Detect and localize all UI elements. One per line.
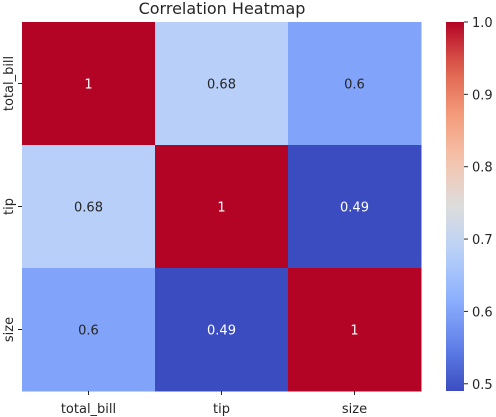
colorbar-scale xyxy=(446,22,464,391)
x-tick-label: tip xyxy=(213,402,230,417)
heatmap-cell xyxy=(155,22,289,146)
heatmap-cells xyxy=(22,22,422,392)
cell-value-label: 0.68 xyxy=(207,78,236,93)
x-tick-label: size xyxy=(342,402,367,417)
x-tick-label: total_bill xyxy=(61,402,116,417)
y-tick-label: tip xyxy=(2,198,17,215)
colorbar: 0.5 0.6 0.7 0.8 0.9 1.0 xyxy=(446,16,493,393)
x-axis: total_bill tip size xyxy=(61,391,367,417)
y-tick-label: total_bill xyxy=(2,56,17,111)
colorbar-tick-label: 0.8 xyxy=(472,161,493,176)
heatmap-cell xyxy=(22,22,156,146)
cell-value-label: 0.68 xyxy=(74,201,103,216)
colorbar-tick-label: 0.5 xyxy=(472,378,493,393)
cell-value-label: 0.49 xyxy=(340,201,369,216)
y-tick-label: size xyxy=(2,317,17,342)
colorbar-tick-label: 0.9 xyxy=(472,88,493,103)
cell-value-label: 1 xyxy=(350,324,358,339)
colorbar-ticks: 0.5 0.6 0.7 0.8 0.9 1.0 xyxy=(464,16,493,393)
heatmap-cell xyxy=(155,145,289,269)
colorbar-tick-label: 0.6 xyxy=(472,305,493,320)
cell-value-label: 0.49 xyxy=(207,324,236,339)
colorbar-tick-label: 1.0 xyxy=(472,16,493,31)
cell-value-label: 0.6 xyxy=(78,324,99,339)
heatmap-cell xyxy=(22,145,156,269)
cell-value-label: 1 xyxy=(217,201,225,216)
cell-value-label: 1 xyxy=(84,78,92,93)
heatmap-cell-labels: 1 0.68 0.6 0.68 1 0.49 0.6 0.49 1 xyxy=(74,78,369,339)
cell-value-label: 0.6 xyxy=(344,78,365,93)
heatmap-cell xyxy=(288,145,422,269)
colorbar-tick-label: 0.7 xyxy=(472,233,493,248)
heatmap-cell xyxy=(288,268,422,392)
heatmap-cell xyxy=(155,268,289,392)
chart-title: Correlation Heatmap xyxy=(139,0,306,18)
heatmap-cell xyxy=(22,268,156,392)
heatmap-cell xyxy=(288,22,422,146)
